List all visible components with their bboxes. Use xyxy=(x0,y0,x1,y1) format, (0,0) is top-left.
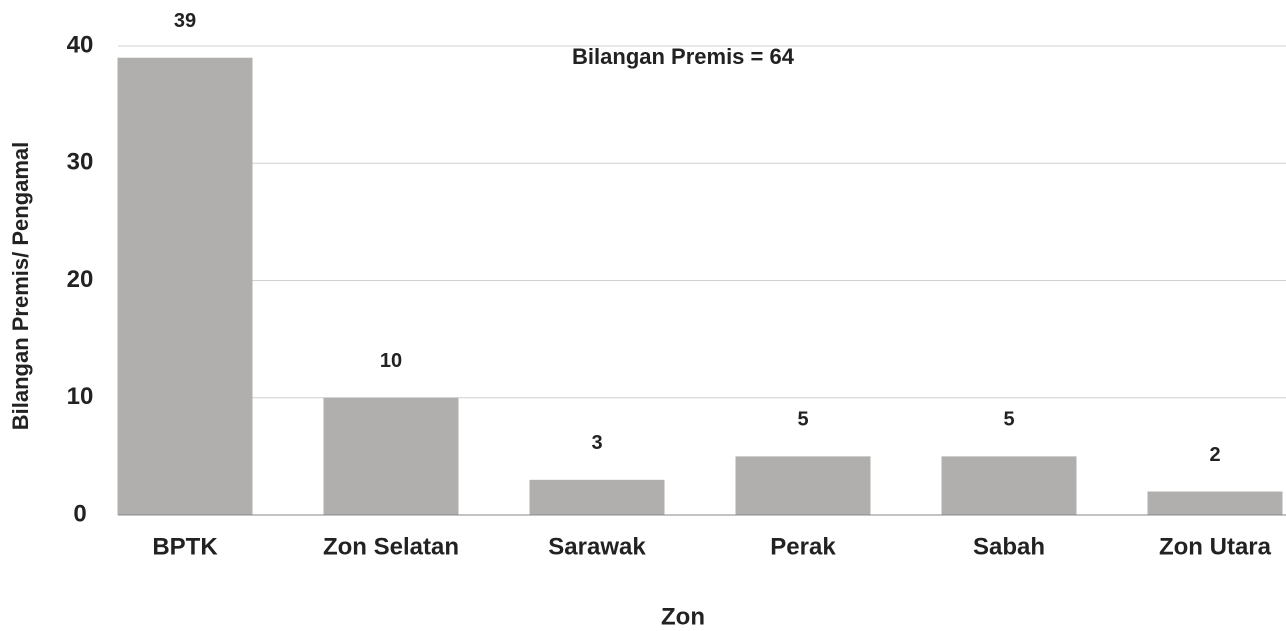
x-tick-label: Zon Utara xyxy=(1159,533,1272,560)
y-tick-label: 10 xyxy=(67,383,94,410)
y-tick-label: 30 xyxy=(67,149,94,176)
annotation: Bilangan Premis = 64 xyxy=(572,44,795,69)
bar xyxy=(941,456,1077,515)
y-tick-label: 20 xyxy=(67,266,94,293)
y-tick-label: 40 xyxy=(67,31,94,58)
value-label: 10 xyxy=(380,350,402,372)
x-tick-label: BPTK xyxy=(152,533,218,560)
x-axis-title: Zon xyxy=(661,603,705,630)
bar xyxy=(529,479,665,515)
x-tick-label: Perak xyxy=(770,533,836,560)
x-tick-label: Sabah xyxy=(973,533,1045,560)
bar xyxy=(1147,491,1283,515)
value-label: 5 xyxy=(1003,409,1014,431)
bar xyxy=(323,397,459,515)
bar xyxy=(117,57,253,515)
y-axis-title: Bilangan Premis/ Pengamal xyxy=(8,142,33,431)
x-tick-label: Zon Selatan xyxy=(323,533,459,560)
value-label: 2 xyxy=(1209,444,1220,466)
x-tick-label: Sarawak xyxy=(548,533,646,560)
value-label: 39 xyxy=(174,10,196,32)
value-label: 3 xyxy=(591,432,602,454)
y-tick-label: 0 xyxy=(73,500,86,527)
value-label: 5 xyxy=(797,409,808,431)
bar xyxy=(735,456,871,515)
